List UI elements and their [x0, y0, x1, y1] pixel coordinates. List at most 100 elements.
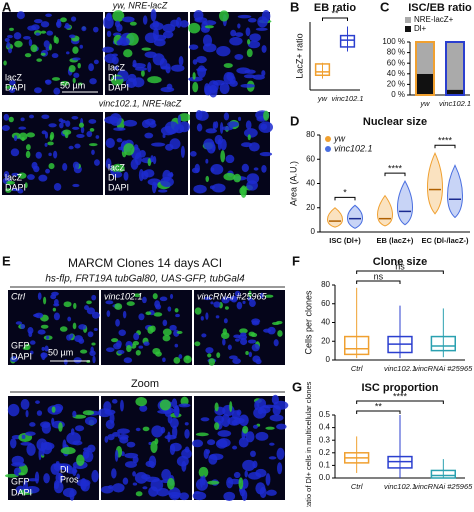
- cell: [68, 145, 74, 150]
- cell: [62, 487, 77, 498]
- cell: [51, 417, 55, 426]
- cell: [238, 116, 242, 122]
- cell: [84, 416, 98, 426]
- cell: [102, 46, 114, 53]
- micrograph: [2, 12, 103, 95]
- cell: [94, 159, 100, 166]
- cell: [259, 292, 264, 299]
- cell: [276, 462, 283, 475]
- cell: [64, 24, 72, 29]
- cell: [35, 400, 40, 404]
- cell: [250, 450, 256, 458]
- image-label: DAPI: [108, 82, 129, 92]
- cell: [167, 172, 174, 177]
- cell: [178, 113, 191, 122]
- cell: [74, 425, 85, 432]
- cell: [83, 447, 92, 451]
- legend-label: NRE-lacZ+: [414, 15, 454, 24]
- y-tick-label: 0: [311, 227, 316, 236]
- cell: [41, 346, 45, 351]
- cell: [261, 70, 266, 77]
- cell: [60, 119, 66, 124]
- x-tick-label: vincRNAi #25965: [414, 482, 473, 491]
- cell: [213, 301, 221, 308]
- cell: [174, 308, 179, 313]
- cell: [91, 294, 97, 301]
- image-label: Pros: [60, 474, 79, 484]
- cell: [70, 16, 77, 22]
- cell: [72, 46, 79, 54]
- box: [344, 335, 370, 356]
- cell: [111, 399, 118, 404]
- cell: [267, 326, 276, 335]
- cell: [236, 409, 242, 416]
- cell: [217, 138, 222, 151]
- cell: [246, 180, 258, 191]
- image-label: DAPI: [108, 182, 129, 192]
- y-tick-label: 60: [321, 299, 330, 308]
- cell: [74, 335, 83, 343]
- legend-marker: [325, 146, 331, 152]
- cell: [117, 146, 124, 151]
- cell: [71, 115, 79, 120]
- cell: [116, 340, 122, 348]
- cell: [170, 494, 180, 499]
- significance-bracket: [434, 144, 456, 149]
- cell: [10, 148, 20, 157]
- cell: [72, 440, 83, 446]
- cell: [72, 77, 76, 84]
- cell: [170, 293, 174, 300]
- cell: [237, 14, 252, 19]
- cell: [234, 290, 241, 297]
- cell: [51, 77, 61, 81]
- cell: [72, 126, 80, 130]
- significance-bracket: [356, 400, 444, 404]
- cell: [151, 120, 156, 125]
- cell: [229, 401, 233, 413]
- cell: [29, 422, 36, 427]
- cell: [253, 167, 259, 171]
- cell: [152, 155, 157, 165]
- cell: [90, 346, 94, 354]
- chart-title: ISC/EB ratio: [408, 2, 472, 14]
- cell: [24, 182, 28, 189]
- cell: [123, 357, 133, 364]
- cell: [77, 62, 81, 69]
- legend-label: Dl+: [414, 24, 427, 33]
- cell: [194, 341, 201, 347]
- cell: [130, 158, 139, 170]
- cell: [236, 67, 251, 74]
- bar-segment: [416, 42, 434, 74]
- cell: [64, 131, 69, 139]
- cell: [144, 51, 157, 58]
- panel-label: B: [290, 0, 299, 14]
- y-tick-label: 60: [306, 154, 315, 163]
- cell: [46, 30, 54, 36]
- cell: [271, 394, 279, 405]
- cell: [63, 359, 68, 365]
- cell: [92, 355, 96, 364]
- panel-label: C: [380, 0, 390, 14]
- cell: [50, 294, 57, 300]
- cell: [184, 422, 189, 426]
- cell: [221, 126, 234, 131]
- bar-segment: [446, 42, 464, 90]
- cell: [244, 470, 248, 478]
- image-label: vinc102.1: [104, 291, 143, 301]
- cell: [13, 135, 18, 142]
- cell: [86, 307, 96, 315]
- y-tick-label: 40: [306, 179, 315, 188]
- cell: [251, 320, 260, 326]
- x-tick-label: yw: [419, 99, 430, 108]
- cell: [112, 10, 125, 22]
- image-label: DAPI: [5, 82, 26, 92]
- cell: [221, 296, 230, 304]
- cell: [259, 405, 271, 414]
- significance-label: ****: [438, 136, 453, 146]
- cell: [51, 53, 59, 59]
- significance-bracket: [356, 280, 401, 284]
- cell: [142, 15, 148, 25]
- cell: [23, 35, 31, 40]
- cell: [53, 87, 61, 95]
